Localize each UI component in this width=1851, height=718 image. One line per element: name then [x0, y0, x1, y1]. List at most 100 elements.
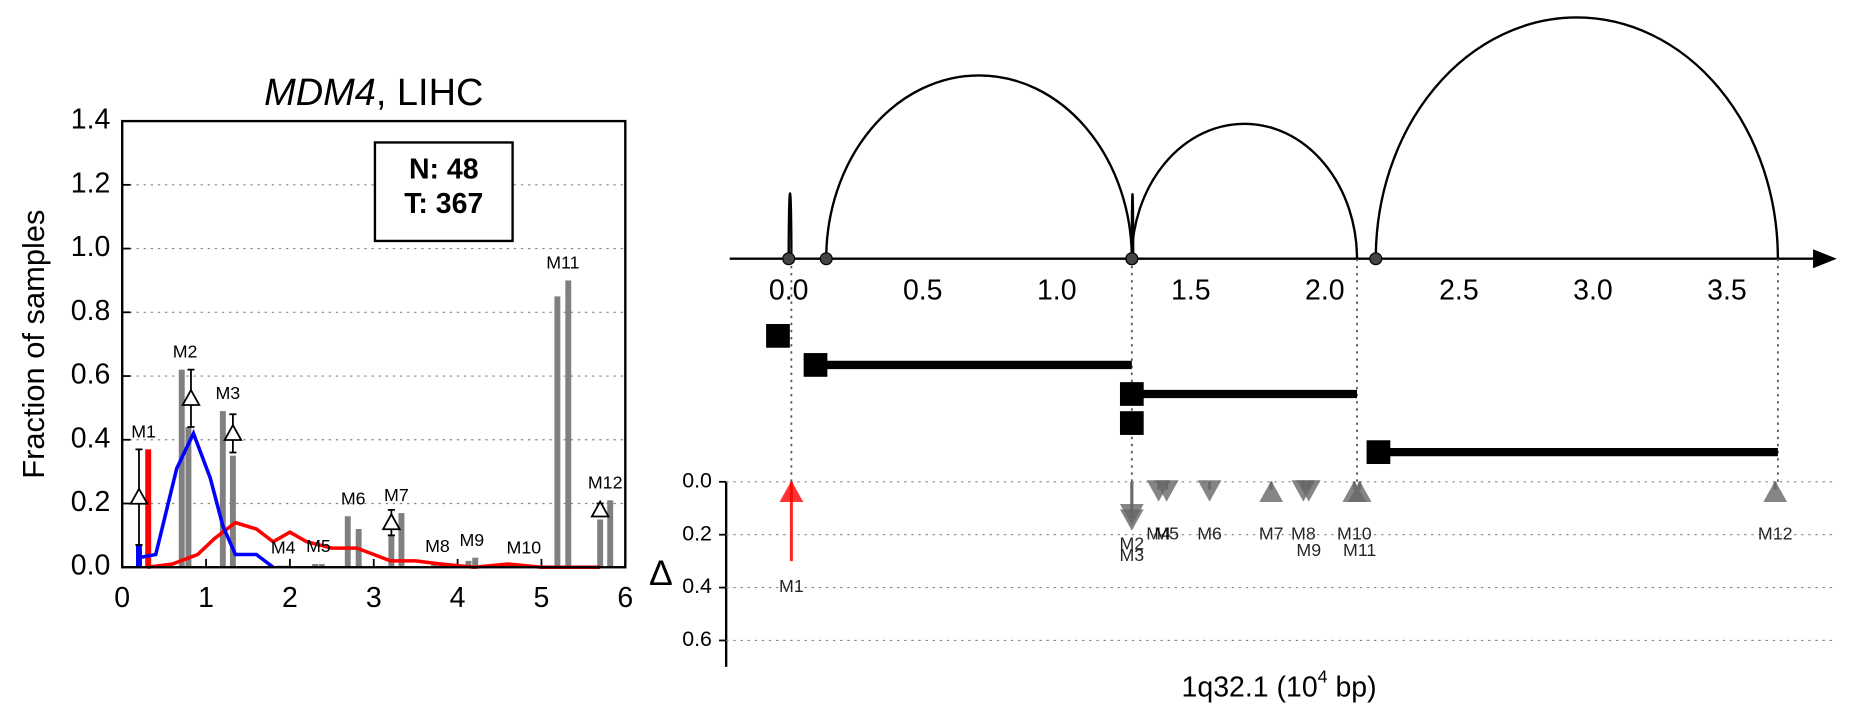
x-tick-label: 1.5 [1171, 274, 1211, 306]
mutation-label: M5 [1154, 523, 1179, 543]
x-tick-label: 2.0 [1305, 274, 1345, 306]
mutation-label: M10 [1337, 523, 1372, 543]
y-tick-label: 0.6 [682, 627, 712, 651]
bar [472, 557, 479, 568]
x-tick-label: 2 [282, 582, 298, 614]
x-tick-label: 2.5 [1439, 274, 1479, 306]
y-tick-label: 0.4 [71, 422, 111, 454]
delta-marker [129, 486, 149, 505]
delta-marker [381, 512, 402, 531]
mutation-label: M12 [1758, 523, 1793, 543]
bar [219, 411, 226, 568]
annotation-text: N: 48 [409, 153, 479, 185]
bar [318, 564, 325, 568]
bar-label: M12 [588, 472, 623, 492]
y-tick-label: 0.4 [682, 574, 712, 598]
x-tick-label: 3.5 [1707, 274, 1747, 306]
y-tick-label: 1.4 [71, 104, 111, 136]
bar [388, 535, 395, 568]
y-tick-label: 0.0 [682, 468, 712, 492]
y-tick-label: 1.2 [71, 167, 111, 199]
x-tick-label: 0.5 [903, 274, 943, 306]
intron-arc [1130, 122, 1359, 259]
x-tick-label: 0 [114, 582, 130, 614]
x-label-part: bp) [1328, 671, 1377, 703]
y-tick-label: 0.0 [71, 550, 111, 582]
x-tick-label: 0.0 [769, 274, 809, 306]
delta-marker [1154, 480, 1179, 502]
bar-label: M4 [271, 538, 296, 558]
segment-start [766, 323, 790, 348]
mutation-label: M8 [1291, 523, 1316, 543]
line-series [147, 520, 601, 570]
delta-marker [1763, 480, 1788, 502]
bar [398, 513, 405, 568]
delta-marker [779, 480, 804, 502]
junction-point [819, 252, 833, 266]
plot-frame [121, 119, 627, 569]
mutation-label: M7 [1259, 523, 1284, 543]
bar-label: M9 [460, 530, 485, 550]
segment-start [1366, 440, 1391, 465]
annotation-text: T: 367 [404, 188, 483, 220]
bar-label: M11 [546, 253, 579, 273]
bar-label: M3 [216, 383, 241, 403]
delta-marker [1119, 504, 1144, 526]
bar-label: M7 [384, 485, 409, 505]
bar [229, 455, 236, 568]
x-tick-label: 1.0 [1037, 274, 1077, 306]
junction-point [1369, 252, 1383, 266]
mutation-label: M6 [1197, 523, 1222, 543]
bar [178, 369, 185, 568]
x-label-part: 4 [1318, 666, 1328, 686]
intron-arc [1374, 16, 1780, 259]
mutation-label: M4 [1146, 523, 1171, 543]
bar-label: M6 [341, 488, 366, 508]
title-part: MDM4 [264, 72, 376, 114]
delta-marker [1296, 480, 1321, 502]
annotation-box [373, 141, 514, 243]
bar-label: M8 [425, 536, 450, 556]
intron-arc [789, 193, 792, 258]
bar [431, 564, 438, 568]
y-tick-label: 0.2 [682, 521, 712, 545]
y-tick-label: 0.8 [71, 295, 111, 327]
delta-marker [590, 499, 610, 518]
delta-marker [223, 423, 243, 441]
mutation-label: M11 [1343, 540, 1376, 560]
x-tick-label: 4 [450, 582, 466, 614]
mutation-label: M3 [1119, 545, 1144, 565]
bar [145, 449, 152, 568]
bar-label: M10 [507, 538, 542, 558]
y-tick-label: 0.2 [71, 486, 111, 518]
x-tick-label: 5 [534, 582, 550, 614]
junction-point [1125, 252, 1139, 266]
mutation-label: M9 [1296, 540, 1321, 560]
bar-label: M1 [131, 421, 156, 441]
bar [312, 564, 319, 568]
title-part: , LIHC [376, 72, 484, 114]
line-series [138, 428, 275, 569]
segment-start [803, 353, 828, 377]
y-tick-label: 1.0 [71, 231, 111, 263]
x-tick-label: 1 [198, 582, 214, 614]
mutation-label: M2 [1119, 534, 1144, 554]
x-tick-label: 3.0 [1573, 274, 1613, 306]
mutation-label: M1 [779, 576, 804, 596]
bar-label: M5 [306, 536, 331, 556]
y-axis-label: Δ [649, 553, 673, 593]
intron-arc [825, 74, 1134, 259]
delta-marker [1259, 480, 1284, 502]
chart-title: MDM4, LIHC [264, 72, 483, 114]
x-axis-label: 1q32.1 (104 bp) [1182, 666, 1377, 702]
bar [597, 519, 604, 568]
segment-start [1119, 411, 1144, 435]
segment-start [1119, 382, 1144, 406]
y-axis-label: Fraction of samples [16, 210, 51, 479]
bar-label: M2 [173, 342, 198, 362]
bar [465, 560, 472, 568]
x-label-part: 1q32.1 (10 [1182, 671, 1318, 703]
axis-arrow [1813, 249, 1837, 269]
